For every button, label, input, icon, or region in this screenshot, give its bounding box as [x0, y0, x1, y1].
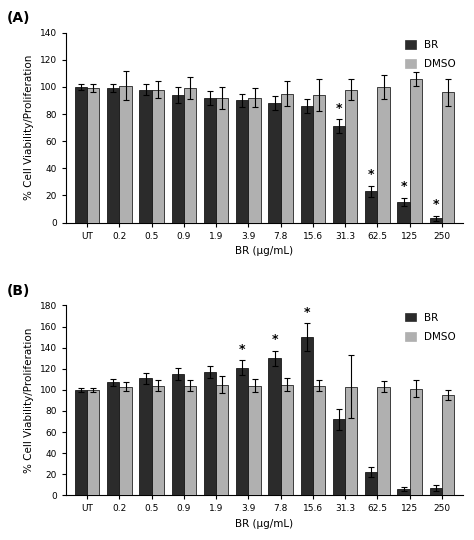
Text: *: *: [271, 333, 278, 346]
Bar: [139, 90, 152, 222]
Legend: BR, DMSO: BR, DMSO: [403, 38, 458, 71]
Bar: [236, 368, 248, 495]
X-axis label: BR (μg/mL): BR (μg/mL): [236, 519, 293, 529]
Y-axis label: % Cell Viability/Proliferation: % Cell Viability/Proliferation: [24, 328, 35, 473]
Bar: [204, 98, 216, 222]
Bar: [397, 489, 410, 495]
Text: *: *: [401, 180, 407, 193]
Text: *: *: [303, 306, 310, 319]
Bar: [442, 395, 454, 495]
Bar: [442, 92, 454, 222]
Bar: [184, 88, 196, 222]
Bar: [377, 387, 390, 495]
Bar: [365, 191, 377, 222]
Bar: [410, 389, 422, 495]
Bar: [216, 98, 228, 222]
Y-axis label: % Cell Viability/Proliferation: % Cell Viability/Proliferation: [24, 55, 35, 200]
Bar: [429, 219, 442, 222]
Bar: [397, 202, 410, 222]
X-axis label: BR (μg/mL): BR (μg/mL): [236, 246, 293, 256]
Bar: [87, 88, 100, 222]
Bar: [313, 386, 325, 495]
Bar: [377, 87, 390, 222]
Text: (B): (B): [7, 284, 30, 298]
Bar: [301, 337, 313, 495]
Bar: [75, 87, 87, 222]
Legend: BR, DMSO: BR, DMSO: [403, 310, 458, 344]
Text: *: *: [239, 342, 246, 355]
Bar: [139, 378, 152, 495]
Bar: [172, 95, 184, 222]
Text: (A): (A): [7, 11, 30, 25]
Bar: [410, 79, 422, 222]
Bar: [248, 98, 261, 222]
Bar: [236, 100, 248, 222]
Bar: [87, 390, 100, 495]
Bar: [75, 390, 87, 495]
Bar: [281, 94, 293, 222]
Bar: [152, 90, 164, 222]
Bar: [184, 386, 196, 495]
Text: *: *: [336, 102, 342, 114]
Text: *: *: [433, 198, 439, 211]
Bar: [204, 372, 216, 495]
Bar: [365, 472, 377, 495]
Bar: [281, 384, 293, 495]
Bar: [313, 95, 325, 222]
Bar: [429, 488, 442, 495]
Bar: [345, 387, 357, 495]
Bar: [216, 384, 228, 495]
Bar: [248, 386, 261, 495]
Bar: [172, 374, 184, 495]
Bar: [333, 420, 345, 495]
Bar: [119, 85, 132, 222]
Bar: [345, 90, 357, 222]
Bar: [107, 88, 119, 222]
Bar: [333, 126, 345, 222]
Bar: [268, 358, 281, 495]
Bar: [107, 382, 119, 495]
Bar: [301, 106, 313, 222]
Text: *: *: [368, 168, 374, 181]
Bar: [119, 387, 132, 495]
Bar: [152, 386, 164, 495]
Bar: [268, 103, 281, 222]
